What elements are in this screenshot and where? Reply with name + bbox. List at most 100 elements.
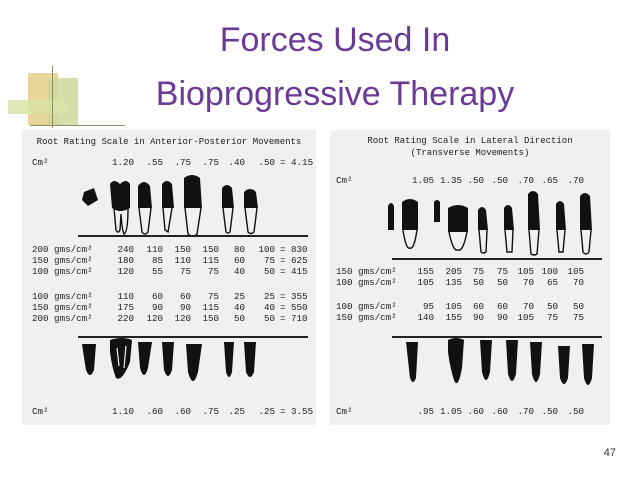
row-value: 90	[151, 302, 163, 313]
row-value: 60	[179, 291, 191, 302]
page-number: 47	[603, 447, 616, 459]
slide-title-line-2: Bioprogressive Therapy	[155, 75, 515, 113]
row-value: 150	[174, 244, 191, 255]
row-value: 75	[207, 291, 219, 302]
row-total: = 3.55	[280, 406, 314, 417]
row-total: = 625	[280, 255, 308, 266]
row-value: 90	[496, 312, 508, 323]
row-value: .70	[517, 406, 534, 417]
row-value: 1.35	[439, 175, 462, 186]
row-value: .70	[517, 175, 534, 186]
row-value: 75	[207, 266, 219, 277]
row-value: 60	[472, 301, 484, 312]
row-value: 110	[174, 255, 191, 266]
row-value: 120	[117, 266, 134, 277]
row-value: 105	[445, 301, 462, 312]
row-value: 120	[174, 313, 191, 324]
row-value: 55	[151, 266, 163, 277]
row-value: 75	[496, 266, 508, 277]
row-value: 220	[117, 313, 134, 324]
row-value: 50	[546, 301, 558, 312]
row-value: 240	[117, 244, 134, 255]
row-value: .25	[228, 406, 245, 417]
row-value: 75	[472, 266, 484, 277]
row-total: = 710	[280, 313, 308, 324]
row-value: 70	[522, 301, 534, 312]
row-value: 100	[258, 244, 275, 255]
row-value: 50	[263, 266, 275, 277]
row-label: 200 gms/cm²	[32, 244, 93, 255]
row-value: 50	[572, 301, 584, 312]
left-panel-heading: Root Rating Scale in Anterior-Posterior …	[36, 137, 302, 147]
row-label: Cm²	[32, 157, 49, 168]
row-value: 120	[146, 313, 163, 324]
row-total: = 355	[280, 291, 308, 302]
row-value: 65	[546, 277, 558, 288]
row-label: 100 gms/cm²	[336, 277, 397, 288]
left-upper-divider	[78, 235, 308, 237]
upper-teeth-illustration	[82, 175, 258, 237]
row-value: 105	[417, 277, 434, 288]
right-lower-divider	[392, 336, 602, 338]
row-value: 75	[546, 312, 558, 323]
row-value: .40	[228, 157, 245, 168]
row-total: = 415	[280, 266, 308, 277]
right-panel-heading-1: Root Rating Scale in Lateral Direction	[367, 136, 573, 146]
row-value: 40	[233, 266, 245, 277]
row-value: 50	[233, 313, 245, 324]
row-value: 70	[572, 277, 584, 288]
row-value: 25	[233, 291, 245, 302]
row-value: 155	[445, 312, 462, 323]
row-value: 90	[472, 312, 484, 323]
row-value: 110	[146, 244, 163, 255]
row-value: 180	[117, 255, 134, 266]
anterior-posterior-scale-figure: Root Rating Scale in Anterior-Posterior …	[22, 130, 316, 425]
row-value: 60	[233, 255, 245, 266]
row-value: 140	[417, 312, 434, 323]
row-value: 105	[517, 266, 534, 277]
row-value: 100	[541, 266, 558, 277]
row-label: 100 gms/cm²	[32, 291, 93, 302]
row-label: 200 gms/cm²	[32, 313, 93, 324]
row-value: .50	[258, 157, 275, 168]
row-value: 90	[179, 302, 191, 313]
row-label: Cm²	[336, 175, 353, 186]
row-label: Cm²	[336, 406, 353, 417]
row-total: = 830	[280, 244, 308, 255]
lower-lateral-teeth-illustration	[406, 338, 594, 385]
row-value: 75	[572, 312, 584, 323]
row-value: .75	[202, 406, 219, 417]
row-value: 105	[517, 312, 534, 323]
row-value: .50	[491, 175, 508, 186]
row-value: 1.05	[439, 406, 462, 417]
row-value: .50	[541, 406, 558, 417]
row-value: 115	[202, 255, 219, 266]
row-value: .95	[417, 406, 434, 417]
row-value: 105	[567, 266, 584, 277]
row-value: 80	[233, 244, 245, 255]
row-value: 205	[445, 266, 462, 277]
row-total: = 550	[280, 302, 308, 313]
row-value: 110	[117, 291, 134, 302]
row-value: .55	[146, 157, 163, 168]
row-value: 115	[202, 302, 219, 313]
row-label: 100 gms/cm²	[32, 266, 93, 277]
row-value: 1.20	[111, 157, 134, 168]
decorative-block	[8, 100, 66, 114]
row-value: 60	[496, 301, 508, 312]
row-value: 60	[151, 291, 163, 302]
right-upper-divider	[392, 258, 602, 260]
row-value: 40	[233, 302, 245, 313]
slide-title-line-1: Forces Used In	[219, 21, 451, 59]
row-value: 50	[263, 313, 275, 324]
row-value: .70	[567, 175, 584, 186]
row-value: 40	[263, 302, 275, 313]
row-label: 100 gms/cm²	[336, 301, 397, 312]
row-value: .65	[541, 175, 558, 186]
row-value: 150	[202, 313, 219, 324]
row-value: 75	[263, 255, 275, 266]
row-value: 25	[263, 291, 275, 302]
row-value: 95	[422, 301, 434, 312]
row-value: 1.10	[111, 406, 134, 417]
decorative-line	[52, 66, 53, 128]
